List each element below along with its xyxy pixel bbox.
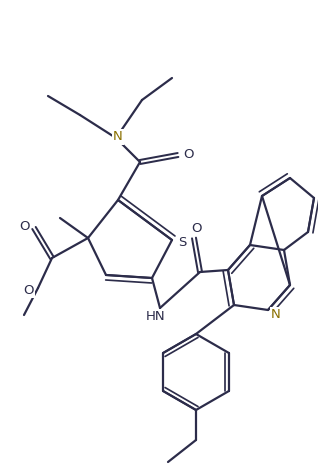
Text: HN: HN [146, 310, 166, 323]
Text: N: N [113, 130, 123, 144]
Text: N: N [271, 309, 281, 321]
Text: O: O [23, 283, 33, 297]
Text: O: O [183, 148, 193, 162]
Text: O: O [191, 221, 201, 235]
Text: S: S [178, 236, 186, 248]
Text: O: O [19, 219, 29, 233]
